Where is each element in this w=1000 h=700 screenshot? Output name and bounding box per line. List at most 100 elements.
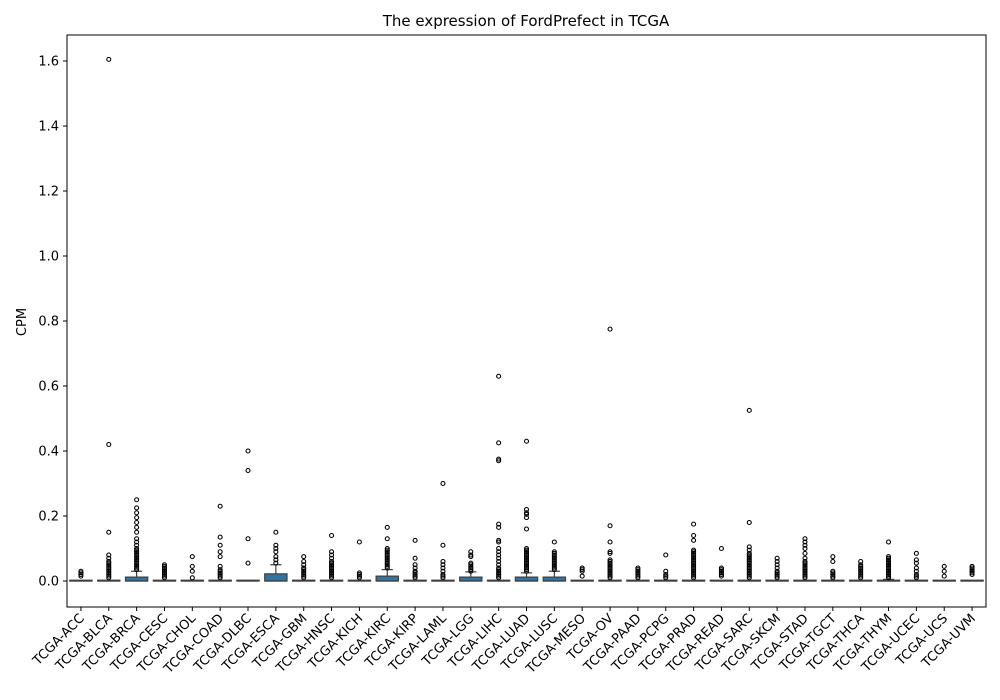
outlier-point bbox=[663, 568, 669, 574]
outlier-point bbox=[523, 554, 530, 560]
outlier-point bbox=[635, 573, 641, 579]
outlier-point bbox=[663, 573, 669, 579]
outlier-point bbox=[523, 552, 530, 558]
outlier-point bbox=[885, 562, 892, 568]
outlier-point bbox=[691, 563, 697, 569]
outlier-point bbox=[412, 537, 418, 543]
box-group-tcga-lihc bbox=[486, 373, 511, 582]
outlier-point bbox=[858, 558, 864, 565]
y-tick-label: 0.0 bbox=[38, 575, 59, 590]
outlier-point bbox=[273, 557, 279, 563]
outlier-point bbox=[858, 567, 864, 573]
outlier-point bbox=[941, 563, 947, 569]
box-group-tcga-laml bbox=[431, 480, 455, 582]
outlier-point bbox=[607, 549, 613, 555]
outlier-point bbox=[885, 567, 892, 573]
outlier-point bbox=[802, 545, 808, 552]
outlier-point bbox=[691, 552, 697, 558]
outlier-point bbox=[496, 440, 502, 446]
outlier-point bbox=[607, 562, 613, 568]
outlier-point bbox=[329, 555, 335, 561]
outlier-point bbox=[551, 558, 557, 565]
outlier-point bbox=[969, 571, 975, 578]
outlier-point bbox=[523, 550, 530, 556]
outlier-point bbox=[78, 571, 84, 578]
outlier-point bbox=[384, 536, 390, 542]
outlier-point bbox=[551, 554, 557, 560]
plot-frame bbox=[66, 34, 987, 608]
outlier-point bbox=[691, 557, 697, 563]
y-tick-label: 0.2 bbox=[38, 510, 59, 525]
box-group-tcga-kirp bbox=[403, 537, 427, 582]
outlier-point bbox=[440, 542, 446, 548]
outlier-point bbox=[523, 526, 530, 532]
outlier-point bbox=[913, 550, 919, 556]
outlier-point bbox=[941, 573, 947, 579]
outlier-point bbox=[551, 565, 557, 571]
outlier-point bbox=[858, 570, 864, 576]
outlier-point bbox=[301, 573, 307, 579]
outlier-point bbox=[885, 539, 892, 545]
outlier-point bbox=[496, 539, 502, 545]
outlier-point bbox=[384, 557, 390, 563]
outlier-point bbox=[384, 524, 390, 530]
outlier-point bbox=[496, 555, 502, 561]
outlier-point bbox=[746, 554, 752, 560]
box-group-tcga-sarc bbox=[737, 407, 762, 582]
outlier-point bbox=[412, 555, 418, 561]
outlier-point bbox=[134, 554, 140, 560]
outlier-point bbox=[802, 563, 808, 569]
outlier-point bbox=[440, 571, 446, 578]
outlier-point bbox=[134, 510, 140, 516]
outlier-point bbox=[161, 568, 168, 574]
outlier-point bbox=[189, 568, 195, 574]
outlier-point bbox=[496, 456, 502, 462]
outlier-point bbox=[802, 542, 808, 548]
outlier-point bbox=[134, 557, 140, 563]
box-group-tcga-kich bbox=[347, 539, 372, 582]
box-group-tcga-thym bbox=[876, 539, 901, 582]
outlier-point bbox=[106, 567, 112, 573]
outlier-point bbox=[523, 568, 530, 574]
outlier-point bbox=[579, 573, 585, 579]
outlier-point bbox=[412, 562, 418, 568]
box-group-tcga-prad bbox=[681, 521, 706, 582]
outlier-point bbox=[78, 573, 84, 579]
outlier-point bbox=[496, 573, 502, 579]
outlier-point bbox=[329, 563, 335, 569]
outlier-point bbox=[969, 563, 975, 569]
box-group-tcga-hnsc bbox=[319, 532, 344, 582]
outlier-point bbox=[468, 563, 474, 569]
outlier-point bbox=[273, 542, 279, 548]
outlier-point bbox=[384, 563, 390, 569]
outlier-point bbox=[496, 537, 502, 543]
outlier-point bbox=[106, 558, 112, 565]
outlier-point bbox=[301, 562, 307, 568]
outlier-point bbox=[746, 555, 752, 561]
outlier-point bbox=[134, 529, 140, 535]
box-iqr bbox=[264, 573, 288, 582]
outlier-point bbox=[523, 558, 530, 565]
outlier-point bbox=[496, 571, 502, 578]
outlier-point bbox=[384, 554, 390, 560]
outlier-point bbox=[273, 554, 279, 560]
outlier-point bbox=[691, 568, 697, 574]
outlier-point bbox=[523, 510, 530, 516]
outlier-point bbox=[858, 575, 864, 581]
outlier-point bbox=[440, 562, 446, 568]
outlier-point bbox=[830, 573, 836, 579]
outlier-point bbox=[161, 565, 168, 571]
outlier-point bbox=[412, 573, 418, 579]
outlier-point bbox=[384, 550, 390, 556]
outlier-point bbox=[217, 575, 223, 581]
outlier-point bbox=[217, 554, 223, 560]
outlier-point bbox=[746, 552, 752, 558]
outlier-point bbox=[858, 568, 864, 574]
box-group-tcga-chol bbox=[180, 554, 205, 582]
outlier-point bbox=[663, 575, 669, 581]
outlier-point bbox=[691, 565, 697, 571]
outlier-point bbox=[106, 552, 112, 558]
outlier-point bbox=[523, 515, 530, 521]
y-tick-label: 0.8 bbox=[38, 315, 59, 330]
y-tick-label: 0.4 bbox=[38, 445, 59, 460]
